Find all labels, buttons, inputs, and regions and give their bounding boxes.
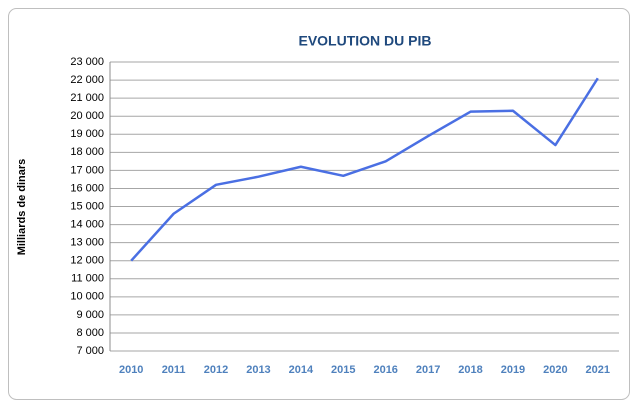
x-tick-label: 2016: [373, 364, 397, 376]
x-tick-label: 2019: [501, 364, 525, 376]
y-tick-label: 19 000: [70, 128, 104, 140]
y-tick-label: 20 000: [70, 110, 104, 122]
y-tick-label: 22 000: [70, 74, 104, 86]
chart-title: EVOLUTION DU PIB: [298, 33, 431, 49]
y-tick-label: 18 000: [70, 146, 104, 158]
y-tick-label: 10 000: [70, 291, 104, 303]
x-tick-label: 2018: [458, 364, 482, 376]
y-tick-label: 9 000: [76, 309, 104, 321]
x-tick-label: 2012: [204, 364, 228, 376]
line-series: [130, 77, 599, 262]
y-tick-label: 23 000: [70, 56, 104, 68]
x-tick-label: 2021: [586, 364, 610, 376]
y-tick-label: 15 000: [70, 200, 104, 212]
y-tick-label: 11 000: [71, 273, 104, 285]
y-tick-label: 17 000: [70, 164, 104, 176]
x-tick-label: 2020: [543, 364, 567, 376]
x-tick-label: 2017: [416, 364, 440, 376]
x-tick-label: 2011: [162, 364, 186, 376]
y-tick-label: 13 000: [70, 237, 104, 249]
y-tick-label: 8 000: [76, 327, 104, 339]
x-tick-label: 2015: [331, 364, 355, 376]
y-tick-label: 16 000: [70, 182, 104, 194]
x-tick-label: 2013: [246, 364, 270, 376]
y-axis-label: Milliards de dinars: [16, 159, 28, 256]
chart-frame: [8, 8, 630, 400]
x-tick-label: 2014: [289, 364, 314, 376]
y-tick-label: 12 000: [70, 255, 104, 267]
y-tick-label: 7 000: [76, 345, 104, 357]
x-tick-label: 2010: [119, 364, 143, 376]
y-tick-label: 21 000: [70, 92, 104, 104]
y-tick-label: 14 000: [70, 218, 104, 230]
